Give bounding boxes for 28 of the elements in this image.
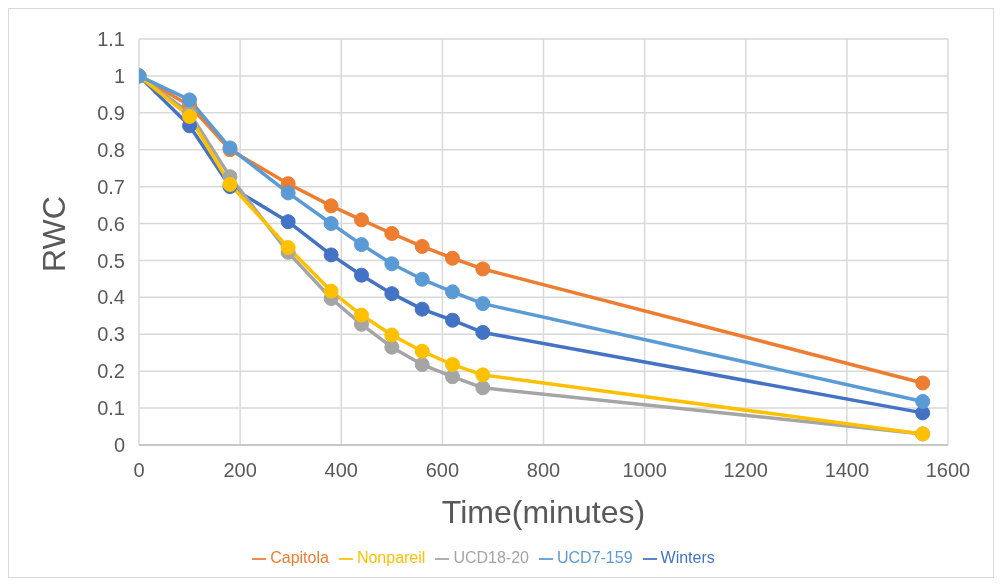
legend-label: Winters [660, 549, 715, 566]
x-tick-label: 800 [526, 459, 561, 482]
x-tick-label: 600 [425, 459, 460, 482]
y-tick-label: 0.8 [97, 138, 125, 161]
y-tick-label: 0.5 [97, 249, 125, 272]
y-tick-label: 0.6 [97, 212, 125, 235]
legend-label: UCD7-159 [556, 549, 633, 566]
y-tick-label: 0.2 [97, 360, 125, 383]
y-axis-title: RWC [36, 196, 73, 272]
x-tick-label: 1600 [925, 459, 971, 482]
x-tick-label: 0 [133, 459, 145, 482]
x-axis-title: Time(minutes) [441, 494, 646, 530]
x-tick-label: 400 [324, 459, 358, 482]
legend-label: Capitola [270, 549, 329, 566]
y-tick-label: 0 [113, 434, 125, 457]
y-tick-label: 1.1 [97, 28, 125, 51]
legend-label: UCD18-20 [453, 549, 529, 566]
y-tick-label: 0.1 [97, 397, 125, 420]
x-tick-label: 1400 [824, 459, 870, 482]
y-tick-label: 0.4 [97, 286, 125, 309]
y-tick-label: 0.7 [97, 175, 125, 198]
x-tick-label: 1200 [723, 459, 768, 482]
y-tick-label: 1 [113, 65, 125, 88]
y-tick-label: 0.9 [97, 101, 125, 124]
x-tick-label: 200 [223, 459, 257, 482]
y-tick-label: 0.3 [97, 323, 125, 346]
legend-label: Nonpareil [356, 549, 426, 566]
x-tick-label: 1000 [622, 459, 667, 482]
